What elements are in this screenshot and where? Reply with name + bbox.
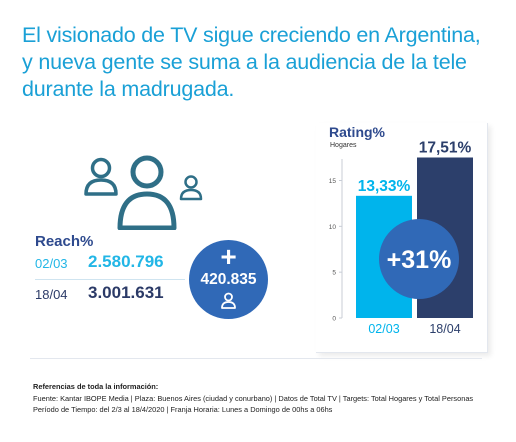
people-group-icon	[84, 155, 203, 230]
y-tick-label: 15	[329, 178, 337, 185]
references-line-2: Período de Tiempo: del 2/3 al 18/4/2020 …	[33, 405, 333, 414]
rating-panel: Rating% Hogares 0 5 10 15 13,33% 02/03 17,51% 1…	[316, 123, 488, 353]
headline-line-2: y nueva gente se suma a la audiencia de …	[22, 50, 467, 74]
reach-row-1804: 18/04 3.001.631	[35, 283, 195, 307]
x-category-label: 02/03	[368, 322, 399, 336]
person-icon	[221, 292, 236, 309]
bar-value-label: 13,33%	[358, 178, 411, 195]
reach-date: 18/04	[35, 287, 68, 302]
growth-label: +31%	[387, 246, 452, 274]
reach-date: 02/03	[35, 256, 68, 271]
rating-panel-frame	[316, 123, 488, 353]
rating-title: Rating%	[329, 124, 385, 140]
references: Referencias de toda la información: Fuen…	[33, 381, 473, 416]
y-tick-label: 5	[332, 270, 336, 277]
y-tick-label: 0	[332, 316, 336, 323]
reach-value: 3.001.631	[88, 283, 164, 302]
divider-line	[30, 358, 482, 359]
growth-badge	[379, 219, 459, 299]
x-category-label: 18/04	[429, 322, 460, 336]
headline-line-1: El visionado de TV sigue creciendo en Ar…	[22, 23, 481, 47]
reach-title: Reach%	[35, 233, 94, 250]
reach-difference-value: 420.835	[200, 271, 257, 288]
references-line-1: Fuente: Kantar IBOPE Media | Plaza: Buen…	[33, 393, 474, 403]
rating-bar-chart: 0 5 10 15 13,33% 02/03 17,51% 18/04 +31%	[329, 139, 473, 336]
headline: El visionado de TV sigue creciendo en Ar…	[22, 22, 502, 103]
reach-row-0203: 02/03 2.580.796	[35, 252, 195, 276]
y-tick-label: 10	[329, 224, 337, 231]
bar-value-label: 17,51%	[419, 139, 472, 156]
references-title: Referencias de toda la información:	[33, 382, 159, 391]
reach-divider	[35, 279, 185, 280]
rating-subtitle: Hogares	[330, 142, 357, 149]
reach-value: 2.580.796	[88, 252, 164, 271]
reach-difference-badge: + 420.835	[189, 240, 268, 319]
plus-sign: +	[220, 241, 237, 272]
headline-line-3: durante la madrugada.	[22, 77, 235, 101]
